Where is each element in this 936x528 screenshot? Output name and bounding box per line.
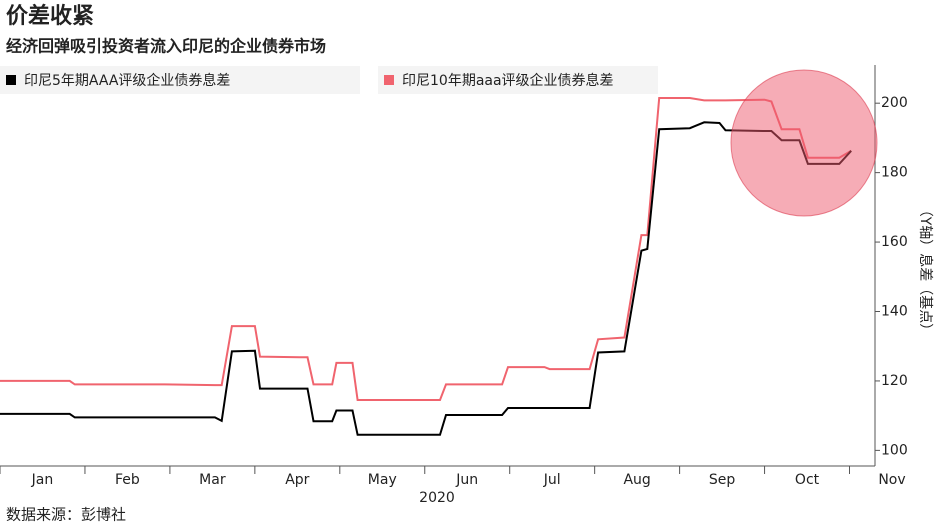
x-tick-label: May [368,472,397,488]
legend-label: 印尼10年期aaa评级企业债券息差 [402,72,614,89]
x-axis-label: 2020 [419,490,455,506]
legend-swatch [6,75,16,85]
source: 数据来源：彭博社 [6,506,126,524]
x-tick-label: Nov [878,472,905,488]
y-tick-label: 120 [881,373,908,389]
x-tick-label: Feb [115,472,140,488]
legend-bg [378,66,658,94]
legend-label: 印尼5年期AAA评级企业债券息差 [24,72,230,89]
y-axis-label: （Y轴）息差（基点） [917,203,934,338]
x-tick-label: Sep [709,472,736,488]
chart-title: 价差收紧 [6,3,94,29]
y-tick-label: 200 [881,95,908,111]
y-tick-label: 160 [881,234,908,250]
y-tick-label: 100 [881,442,908,458]
chart-subtitle: 经济回弹吸引投资者流入印尼的企业债券市场 [6,37,326,56]
x-tick-label: Jan [31,472,54,488]
legend-bg [0,66,360,94]
y-tick-label: 140 [881,304,908,320]
x-tick-label: Oct [795,472,820,488]
legend-swatch [384,75,394,85]
x-tick-label: Aug [623,472,650,488]
x-tick-label: Jun [455,472,478,488]
x-tick-label: Apr [285,472,309,488]
series-line [0,97,852,401]
x-tick-label: Jul [543,472,561,488]
highlight-circle [730,69,878,217]
x-tick-label: Mar [199,472,226,488]
series-line [0,121,852,436]
y-tick-label: 180 [881,165,908,181]
